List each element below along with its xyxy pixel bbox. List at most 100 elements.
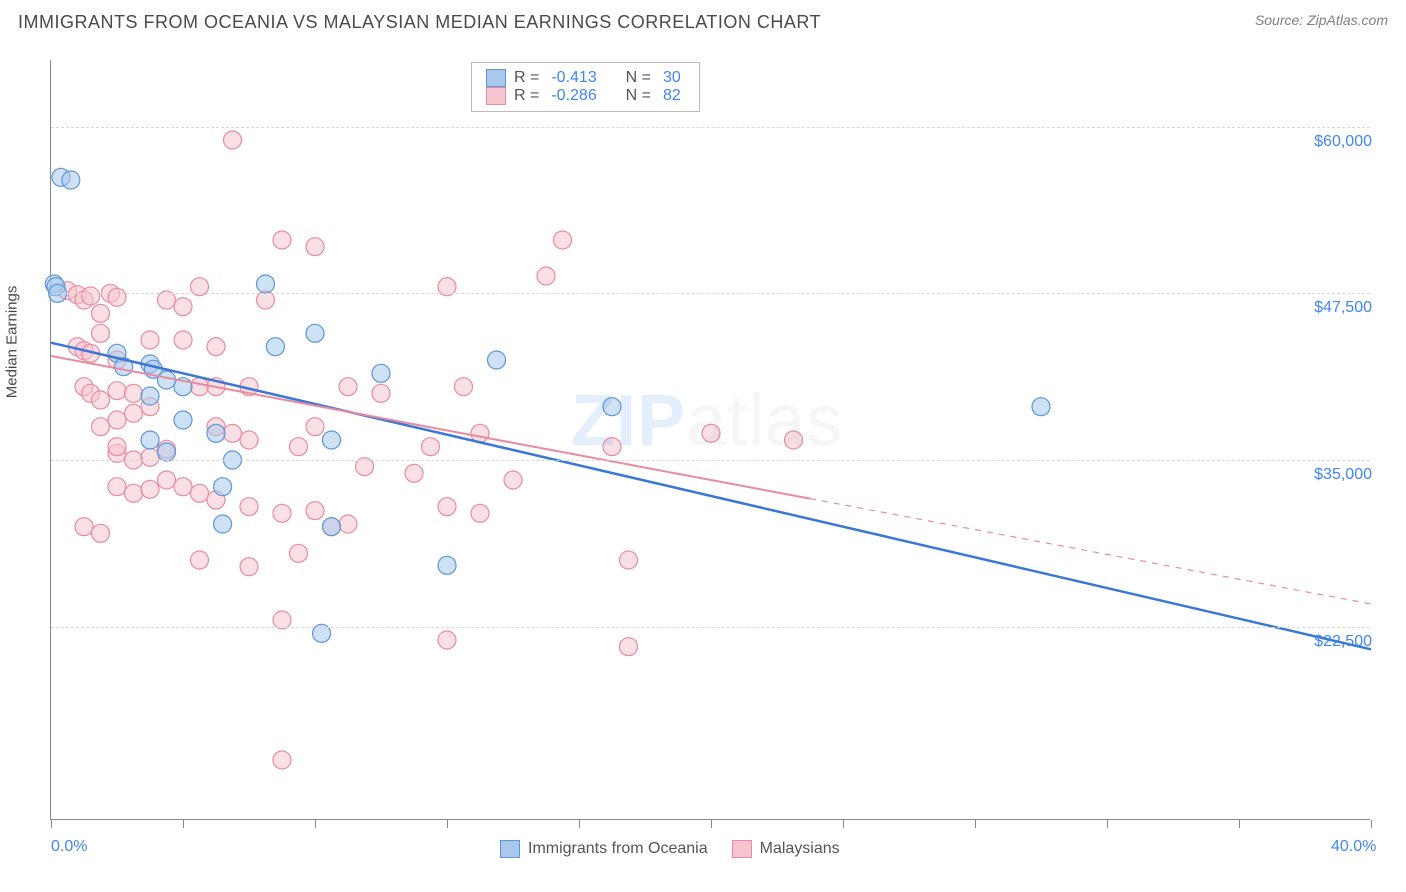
scatter-point (785, 431, 803, 449)
legend-r-value: -0.413 (551, 69, 596, 87)
legend-swatch (486, 69, 506, 87)
legend-swatch (500, 840, 520, 858)
scatter-point (141, 387, 159, 405)
legend-n-value: 82 (663, 87, 681, 105)
x-tick-mark (183, 820, 184, 828)
scatter-point (108, 478, 126, 496)
x-tick-mark (1239, 820, 1240, 828)
scatter-point (108, 382, 126, 400)
scatter-point (1032, 398, 1050, 416)
scatter-point (438, 556, 456, 574)
scatter-point (620, 638, 638, 656)
scatter-point (422, 438, 440, 456)
scatter-point (92, 524, 110, 542)
y-axis-label: Median Earnings (4, 286, 21, 399)
scatter-point (174, 331, 192, 349)
regression-line (51, 343, 1371, 650)
scatter-point (266, 338, 284, 356)
gridline (51, 627, 1370, 628)
scatter-point (174, 411, 192, 429)
chart-container: IMMIGRANTS FROM OCEANIA VS MALAYSIAN MED… (0, 0, 1406, 892)
scatter-point (438, 498, 456, 516)
scatter-point (273, 504, 291, 522)
scatter-point (92, 304, 110, 322)
scatter-point (372, 384, 390, 402)
scatter-point (82, 287, 100, 305)
legend-row: R =-0.413 N =30 (486, 69, 685, 87)
x-tick-mark (447, 820, 448, 828)
scatter-point (108, 438, 126, 456)
scatter-point (306, 324, 324, 342)
scatter-point (214, 515, 232, 533)
legend-item: Immigrants from Oceania (500, 840, 708, 858)
x-tick-mark (975, 820, 976, 828)
legend-swatch (486, 87, 506, 105)
y-tick-label: $22,500 (1314, 633, 1372, 651)
scatter-point (240, 431, 258, 449)
scatter-point (108, 411, 126, 429)
scatter-point (125, 484, 143, 502)
correlation-legend: R =-0.413 N =30R =-0.286 N =82 (471, 62, 700, 112)
x-tick-mark (1371, 820, 1372, 828)
scatter-point (240, 498, 258, 516)
scatter-point (141, 331, 159, 349)
scatter-point (290, 438, 308, 456)
regression-line-dashed (810, 499, 1371, 604)
x-tick-mark (579, 820, 580, 828)
scatter-point (158, 371, 176, 389)
gridline (51, 460, 1370, 461)
scatter-point (438, 631, 456, 649)
scatter-point (537, 267, 555, 285)
scatter-point (125, 384, 143, 402)
x-tick-label: 40.0% (1331, 838, 1376, 856)
scatter-point (504, 471, 522, 489)
legend-r-value: -0.286 (551, 87, 596, 105)
legend-swatch (732, 840, 752, 858)
x-tick-mark (711, 820, 712, 828)
chart-title: IMMIGRANTS FROM OCEANIA VS MALAYSIAN MED… (18, 12, 821, 33)
scatter-point (273, 751, 291, 769)
chart-source: Source: ZipAtlas.com (1255, 12, 1388, 28)
gridline (51, 127, 1370, 128)
scatter-point (141, 448, 159, 466)
scatter-point (141, 480, 159, 498)
scatter-point (224, 424, 242, 442)
scatter-point (323, 431, 341, 449)
scatter-point (603, 438, 621, 456)
legend-n-value: 30 (663, 69, 681, 87)
scatter-point (191, 378, 209, 396)
chart-header: IMMIGRANTS FROM OCEANIA VS MALAYSIAN MED… (18, 12, 1388, 33)
plot-area: ZIPatlas R =-0.413 N =30R =-0.286 N =82 … (50, 60, 1370, 820)
scatter-point (191, 484, 209, 502)
scatter-point (224, 131, 242, 149)
scatter-point (273, 231, 291, 249)
x-tick-mark (51, 820, 52, 828)
scatter-point (158, 471, 176, 489)
scatter-point (372, 364, 390, 382)
legend-item: Malaysians (732, 840, 840, 858)
legend-row: R =-0.286 N =82 (486, 87, 685, 105)
scatter-point (92, 418, 110, 436)
scatter-point (240, 558, 258, 576)
legend-label: Immigrants from Oceania (528, 840, 708, 858)
scatter-point (455, 378, 473, 396)
legend-r-label: R = (514, 69, 539, 87)
scatter-plot-svg (51, 60, 1370, 819)
scatter-point (323, 518, 341, 536)
x-tick-mark (1107, 820, 1108, 828)
scatter-point (141, 431, 159, 449)
scatter-point (306, 418, 324, 436)
scatter-point (158, 443, 176, 461)
scatter-point (174, 478, 192, 496)
scatter-point (405, 464, 423, 482)
scatter-point (62, 171, 80, 189)
scatter-point (471, 504, 489, 522)
scatter-point (207, 338, 225, 356)
scatter-point (207, 424, 225, 442)
x-tick-label: 0.0% (51, 838, 87, 856)
scatter-point (174, 298, 192, 316)
scatter-point (554, 231, 572, 249)
y-tick-label: $47,500 (1314, 299, 1372, 317)
y-tick-label: $35,000 (1314, 466, 1372, 484)
x-tick-mark (843, 820, 844, 828)
